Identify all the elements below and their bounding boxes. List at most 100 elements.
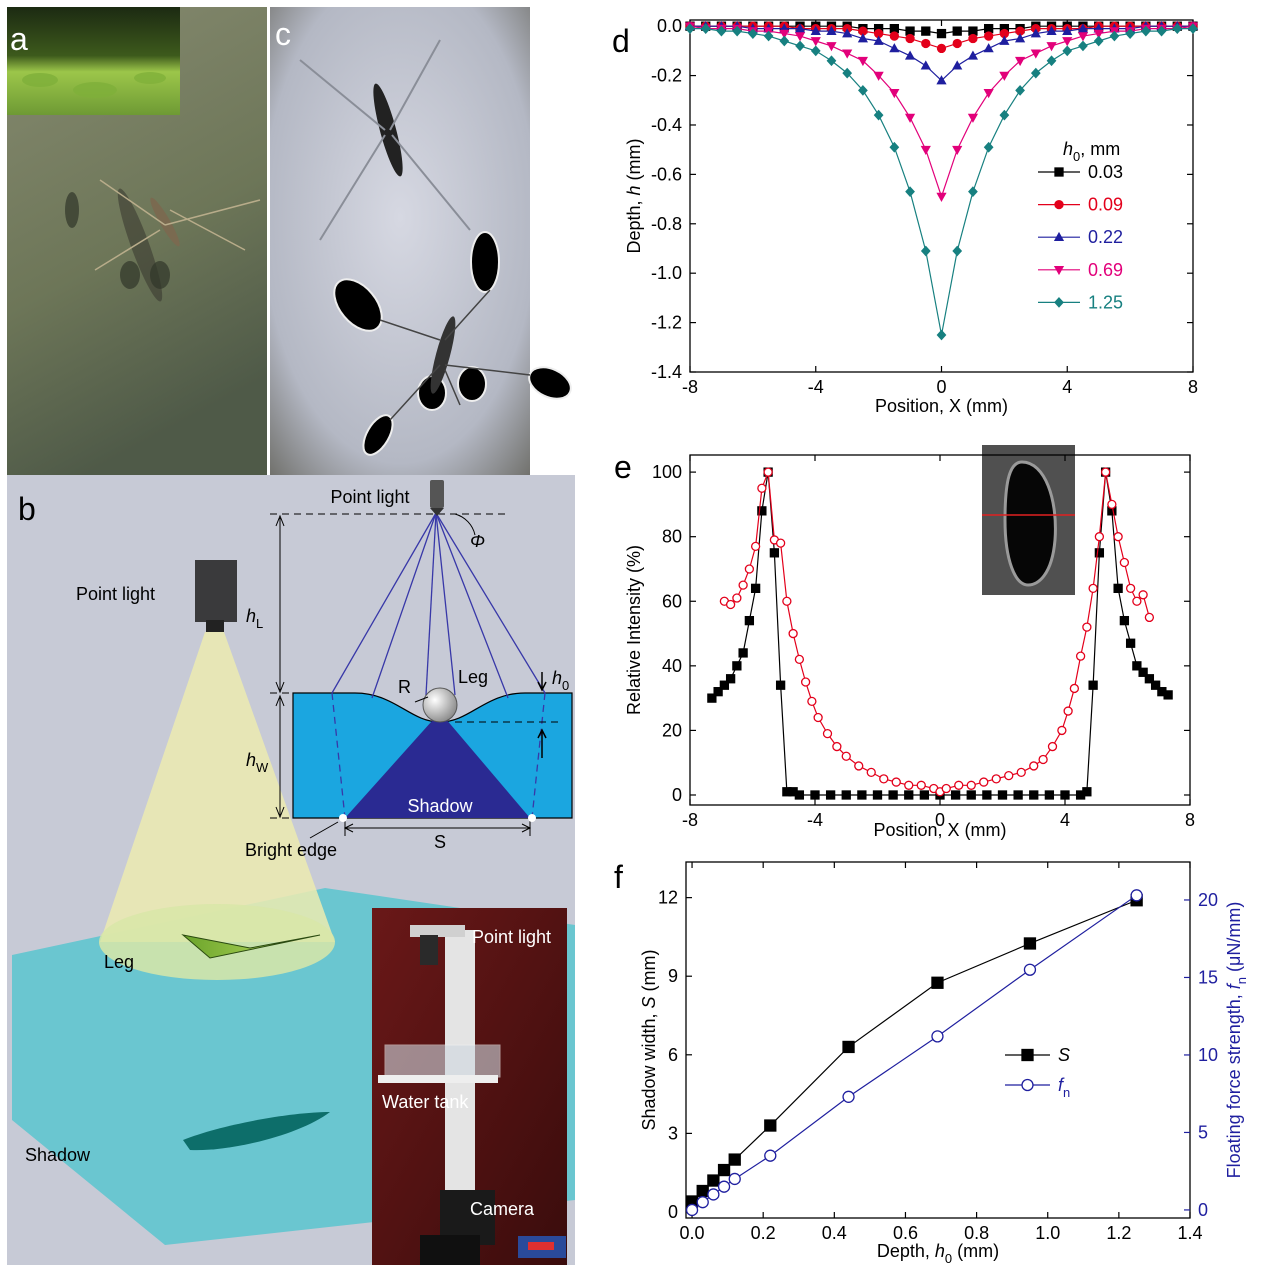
marker <box>833 743 841 751</box>
photo-a-inset <box>7 7 180 115</box>
marker <box>1058 726 1066 734</box>
marker <box>858 791 866 799</box>
marker <box>969 35 977 43</box>
marker <box>1079 42 1087 51</box>
marker <box>745 565 753 573</box>
marker <box>752 542 760 550</box>
marker <box>890 143 898 152</box>
text-segment: S <box>1058 1045 1070 1065</box>
dimple-shadow <box>150 261 170 289</box>
marker <box>985 90 993 97</box>
marker <box>824 730 832 738</box>
lily-pad <box>73 82 117 98</box>
x-tick-label: 0.4 <box>822 1223 847 1243</box>
marker <box>953 27 961 35</box>
text-segment: h <box>624 185 644 195</box>
marker <box>905 781 913 789</box>
text-segment: (μN/mm) <box>1224 902 1244 977</box>
marker <box>1061 791 1069 799</box>
marker <box>843 1041 854 1052</box>
y-axis-label: Depth, h (mm) <box>624 138 644 253</box>
marker <box>938 30 946 38</box>
text-segment: Floating force strength, <box>1224 989 1244 1178</box>
marker <box>906 187 914 196</box>
marker <box>955 781 963 789</box>
marker <box>1145 613 1153 621</box>
y2-tick-label: 5 <box>1198 1122 1208 1142</box>
marker <box>1055 298 1063 307</box>
text-segment: , mm <box>1080 139 1120 159</box>
figure: Point light Φ hL hW h0 R Leg Shadow Brig… <box>0 0 1261 1271</box>
marker <box>1022 1080 1033 1091</box>
lamp-head <box>206 620 224 632</box>
y-tick-label: -1.4 <box>651 362 682 382</box>
text-segment: L <box>256 616 263 631</box>
marker <box>983 791 991 799</box>
y2-tick-label: 20 <box>1198 890 1218 910</box>
lily-pad <box>22 73 58 87</box>
y2-tick-label: 15 <box>1198 967 1218 987</box>
text-segment: 0 <box>945 1251 952 1266</box>
marker <box>1095 533 1103 541</box>
marker <box>906 114 914 121</box>
marker <box>812 46 820 55</box>
marker <box>733 594 741 602</box>
marker <box>1077 652 1085 660</box>
y-tick-label: 6 <box>668 1045 678 1065</box>
label: Leg <box>104 952 134 972</box>
marker <box>953 247 961 256</box>
marker <box>890 90 898 97</box>
x-tick-label: 0.2 <box>751 1223 776 1243</box>
marker <box>1139 591 1147 599</box>
marker <box>708 1175 719 1186</box>
marker <box>752 584 760 592</box>
label: R <box>398 677 411 697</box>
marker <box>1000 111 1008 120</box>
x-axis-label: Position, X (mm) <box>873 820 1006 840</box>
text-segment: Shadow width, <box>639 1008 659 1130</box>
marker <box>1030 762 1038 770</box>
x-tick-label: 0.8 <box>964 1223 989 1243</box>
marker <box>811 791 819 799</box>
marker <box>1131 890 1142 901</box>
y-tick-label: -0.2 <box>651 66 682 86</box>
marker <box>953 62 961 69</box>
panel-label: e <box>614 449 632 485</box>
label: Water tank <box>382 1092 469 1112</box>
legend-label: 1.25 <box>1088 292 1123 312</box>
label: Shadow <box>407 796 473 816</box>
marker <box>969 114 977 121</box>
marker <box>1133 597 1141 605</box>
x-axis-label: Depth, h0 (mm) <box>877 1241 999 1266</box>
chart: -8-4048020406080100Position, X (mm)Relat… <box>624 455 1195 840</box>
y-tick-label: 0.0 <box>657 16 682 36</box>
y-tick-label: 3 <box>668 1123 678 1143</box>
x-tick-label: -4 <box>808 377 824 397</box>
x-tick-label: -8 <box>682 377 698 397</box>
legend-label: 0.22 <box>1088 227 1123 247</box>
marker <box>1048 43 1056 50</box>
y-tick-label: 0 <box>668 1202 678 1222</box>
marker <box>719 1165 730 1176</box>
marker <box>875 111 883 120</box>
marker <box>920 791 928 799</box>
marker <box>1045 791 1053 799</box>
series-line <box>712 472 1168 795</box>
marker <box>855 762 863 770</box>
marker <box>1164 691 1172 699</box>
marker <box>708 1189 719 1200</box>
marker <box>1022 1050 1033 1061</box>
y-tick-label: 12 <box>658 888 678 908</box>
platform <box>378 1075 498 1083</box>
marker <box>780 37 788 46</box>
marker <box>697 1186 708 1197</box>
marker <box>729 1173 740 1184</box>
marker <box>827 43 835 50</box>
marker <box>890 44 898 51</box>
marker <box>1114 584 1122 592</box>
point-light-icon <box>430 480 444 508</box>
marker <box>1030 791 1038 799</box>
marker <box>765 1150 776 1161</box>
lamp <box>420 935 438 965</box>
